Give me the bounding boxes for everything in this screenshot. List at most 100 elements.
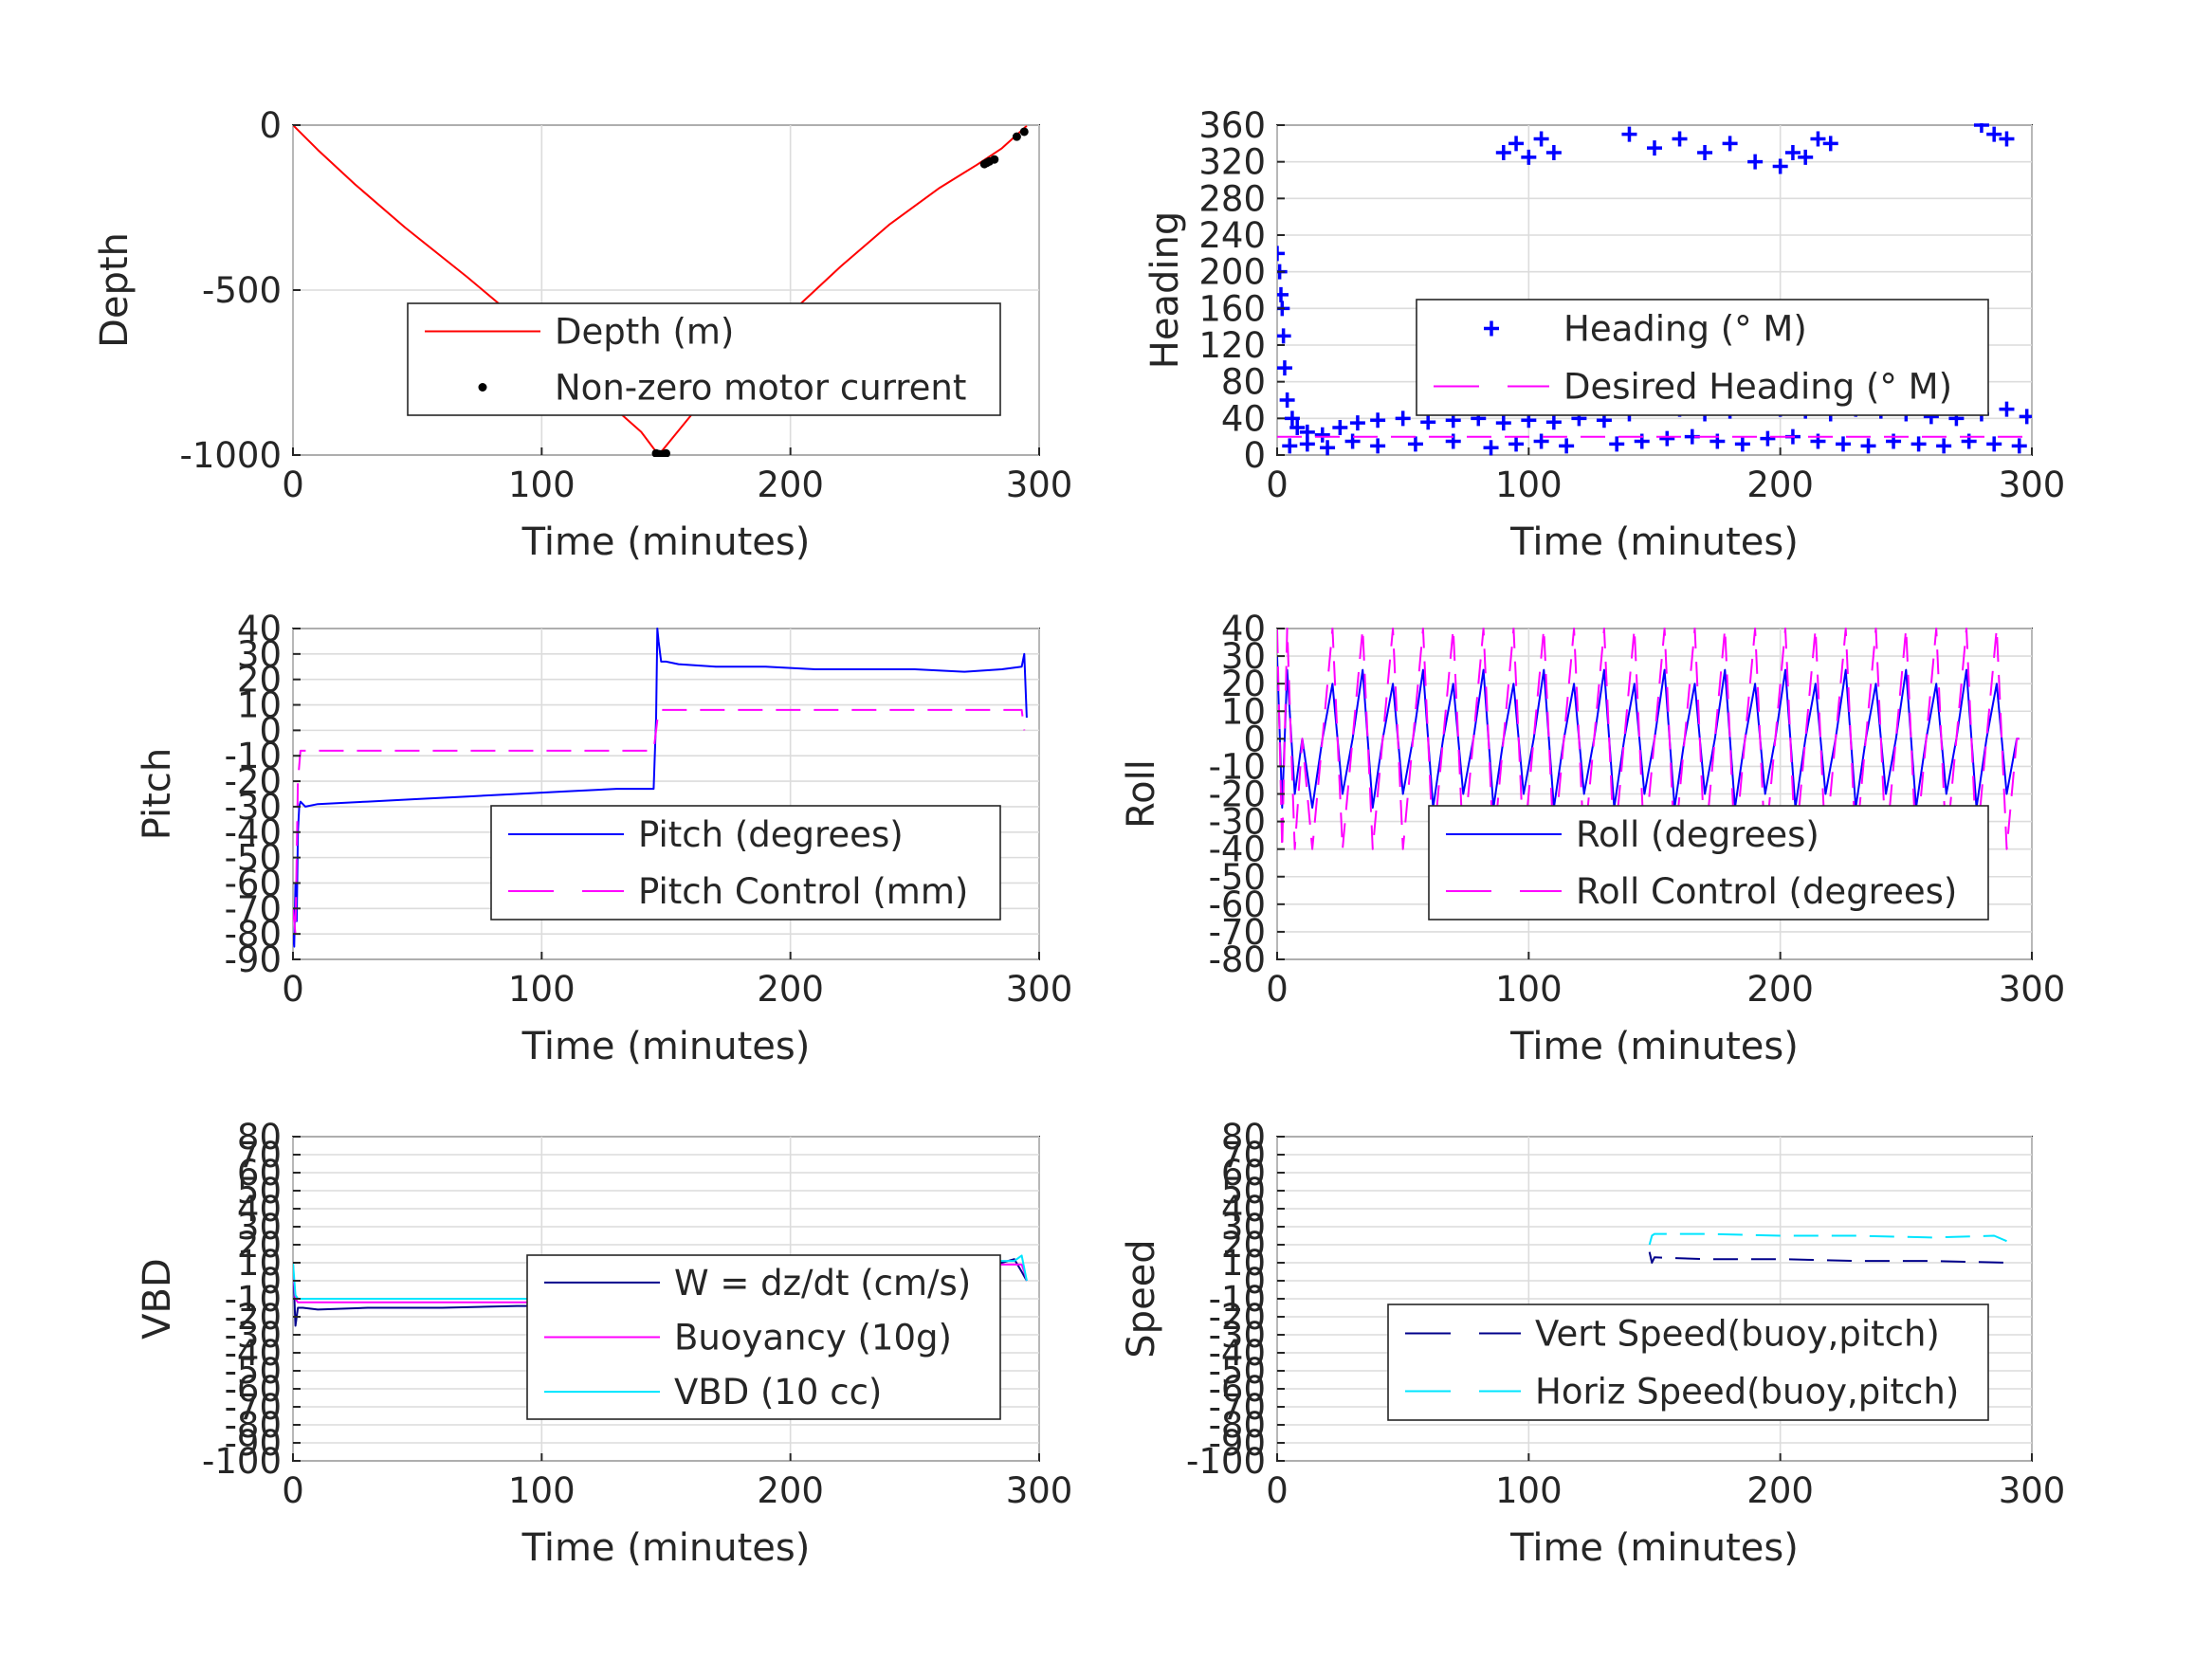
data-point bbox=[1672, 131, 1688, 147]
y-tick-label: -10 bbox=[1209, 746, 1266, 787]
data-point bbox=[1986, 436, 2002, 452]
y-tick-label: 40 bbox=[237, 1189, 282, 1230]
y-tick-label: -70 bbox=[225, 1387, 282, 1428]
y-tick-label: 60 bbox=[237, 1153, 282, 1194]
data-point bbox=[1772, 158, 1788, 174]
y-tick-label: 80 bbox=[237, 1117, 282, 1158]
y-tick-label: 20 bbox=[1221, 1225, 1266, 1266]
subplot-1: 0 100 200 300 -1000 -500 0 Time (minutes) Depth D… bbox=[93, 105, 1072, 564]
legend-box bbox=[1416, 299, 1989, 416]
x-axis-label: Time (minutes) bbox=[521, 1025, 811, 1068]
series-line-1 bbox=[1648, 1251, 2007, 1264]
y-tick-label: 0 bbox=[259, 1261, 282, 1302]
data-point bbox=[1609, 436, 1625, 452]
data-point bbox=[1370, 412, 1386, 428]
x-tick-label: 300 bbox=[1999, 1470, 2066, 1511]
data-point bbox=[1722, 136, 1738, 152]
data-point bbox=[1533, 131, 1549, 147]
legend: Heading (° M) Desired Heading (° M) bbox=[1416, 299, 1989, 416]
y-tick-label: -10 bbox=[225, 1279, 282, 1320]
y-tick-label: 0 bbox=[1243, 435, 1266, 476]
y-tick-label: 0 bbox=[259, 710, 282, 751]
legend: Vert Speed(buoy,pitch) Horiz Speed(buoy,p… bbox=[1387, 1304, 1989, 1421]
subplot-3: 0 100 200 300-90-80-70-60-50-40-30-20-10010… bbox=[136, 609, 1072, 1068]
data-point bbox=[1277, 360, 1292, 376]
y-tick-label: -50 bbox=[225, 838, 282, 879]
x-tick-label: 0 bbox=[1266, 465, 1289, 505]
data-point bbox=[1012, 132, 1021, 141]
x-axis-label: Time (minutes) bbox=[1509, 1025, 1799, 1068]
y-tick-label: -60 bbox=[1209, 1369, 1266, 1410]
y-tick-label: 40 bbox=[1221, 1189, 1266, 1230]
data-point bbox=[1784, 145, 1801, 160]
data-point bbox=[1910, 436, 1927, 452]
y-tick-label: 0 bbox=[1243, 719, 1266, 759]
data-point bbox=[1349, 415, 1365, 431]
y-tick-label: 120 bbox=[1198, 325, 1266, 366]
y-tick-label: -30 bbox=[1209, 1315, 1266, 1356]
y-tick-label: -500 bbox=[202, 270, 282, 311]
x-tick-label: 300 bbox=[1006, 969, 1073, 1010]
y-tick-label: 30 bbox=[1221, 636, 1266, 677]
data-point bbox=[1277, 246, 1285, 262]
y-tick-label: 40 bbox=[1221, 398, 1266, 439]
legend-label: Non-zero motor current bbox=[555, 368, 966, 409]
series-group bbox=[1648, 1232, 2007, 1264]
y-axis-label: Speed bbox=[1120, 1239, 1163, 1358]
y-tick-label: 20 bbox=[1221, 664, 1266, 704]
series-line-1 bbox=[1277, 656, 2020, 809]
series-line-2 bbox=[1648, 1232, 2007, 1246]
data-point bbox=[1760, 430, 1776, 447]
y-tick-label: -1000 bbox=[179, 435, 282, 476]
data-point bbox=[1279, 392, 1295, 408]
y-axis-label: Depth bbox=[93, 232, 137, 348]
y-tick-label: 40 bbox=[237, 609, 282, 649]
legend-label: Roll Control (degrees) bbox=[1576, 871, 1957, 912]
y-tick-label: -20 bbox=[225, 761, 282, 802]
y-tick-label: 60 bbox=[1221, 1153, 1266, 1194]
y-tick-label: -80 bbox=[225, 1405, 282, 1446]
y-tick-label: -30 bbox=[225, 1315, 282, 1356]
y-tick-label: -30 bbox=[225, 787, 282, 828]
y-tick-label: -10 bbox=[225, 736, 282, 776]
legend-box bbox=[407, 302, 1001, 416]
data-point bbox=[1697, 145, 1713, 160]
legend-swatch bbox=[478, 383, 487, 392]
y-tick-label: 320 bbox=[1198, 142, 1266, 183]
data-point bbox=[1860, 438, 1876, 454]
x-tick-label: 100 bbox=[508, 1470, 576, 1511]
y-tick-label: 30 bbox=[1221, 1207, 1266, 1248]
y-axis-label: VBD bbox=[136, 1258, 179, 1340]
legend-label: W = dz/dt (cm/s) bbox=[674, 1263, 971, 1304]
x-tick-label: 100 bbox=[508, 969, 576, 1010]
data-point bbox=[1986, 126, 2002, 142]
x-tick-label: 200 bbox=[757, 969, 824, 1010]
y-tick-label: 20 bbox=[237, 660, 282, 701]
x-axis-label: Time (minutes) bbox=[1509, 520, 1799, 564]
data-point bbox=[1798, 149, 1814, 165]
y-tick-label: -80 bbox=[1209, 1405, 1266, 1446]
y-tick-label: -100 bbox=[1186, 1441, 1266, 1482]
y-tick-label: 0 bbox=[1243, 1261, 1266, 1302]
data-point bbox=[1836, 436, 1851, 452]
x-axis-label: Time (minutes) bbox=[521, 1526, 811, 1570]
data-point bbox=[1559, 438, 1575, 454]
y-tick-label: -50 bbox=[225, 1351, 282, 1392]
data-point bbox=[1545, 414, 1562, 430]
data-point bbox=[2019, 409, 2032, 425]
y-tick-label: 50 bbox=[1221, 1171, 1266, 1212]
legend-label: Depth (m) bbox=[555, 312, 734, 353]
x-tick-label: 0 bbox=[282, 1470, 304, 1511]
y-tick-label: 10 bbox=[237, 1243, 282, 1284]
data-point bbox=[1659, 430, 1675, 447]
x-tick-label: 100 bbox=[1495, 969, 1563, 1010]
y-tick-label: -10 bbox=[1209, 1279, 1266, 1320]
data-point bbox=[1936, 438, 1952, 454]
y-tick-label: 160 bbox=[1198, 288, 1266, 329]
data-point bbox=[1332, 420, 1348, 435]
legend-label: Heading (° M) bbox=[1563, 309, 1807, 350]
x-tick-label: 200 bbox=[757, 465, 824, 505]
y-tick-label: -60 bbox=[225, 1369, 282, 1410]
y-tick-label: 200 bbox=[1198, 252, 1266, 293]
